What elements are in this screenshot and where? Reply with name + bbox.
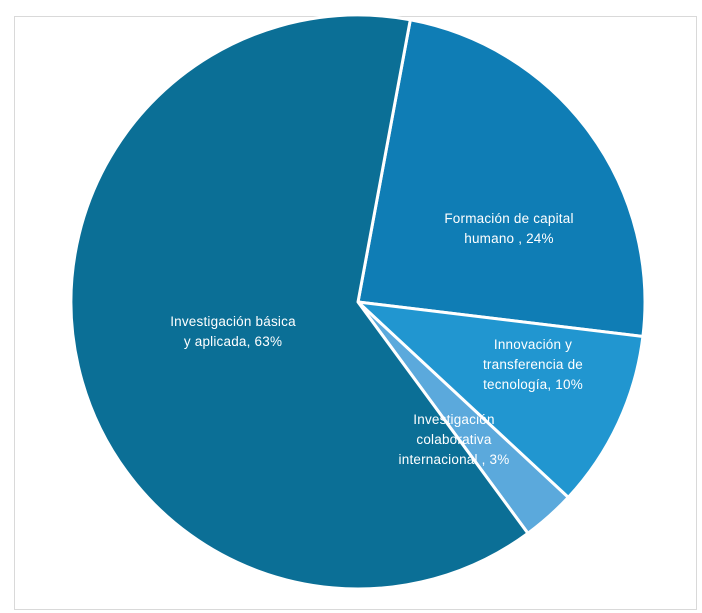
- slice-label: Innovación y transferencia de tecnología, …: [483, 337, 583, 392]
- slice-label-line: internacional , 3%: [399, 452, 510, 467]
- slice-label-line: Innovación y: [494, 337, 572, 352]
- slice-label: Formación de capital humano , 24%: [444, 211, 573, 246]
- slice-label-line: Formación de capital: [444, 211, 573, 226]
- slice-label-line: colaborativa: [416, 432, 491, 447]
- slice-label-line: Investigación básica: [170, 314, 296, 329]
- pie-slice: [356, 300, 645, 499]
- slice-label-line: Investigación: [413, 412, 494, 427]
- slice-label: Investigación colaborativa internacional ,…: [399, 412, 510, 467]
- slice-label-line: transferencia de: [483, 357, 583, 372]
- slice-label-line: tecnología, 10%: [483, 377, 583, 392]
- slice-label-line: humano , 24%: [464, 231, 553, 246]
- slice-label: Investigación básica y aplicada, 63%: [170, 314, 296, 349]
- pie-slice: [69, 13, 530, 591]
- slice-label-line: y aplicada, 63%: [184, 334, 282, 349]
- pie-slice: [356, 18, 647, 338]
